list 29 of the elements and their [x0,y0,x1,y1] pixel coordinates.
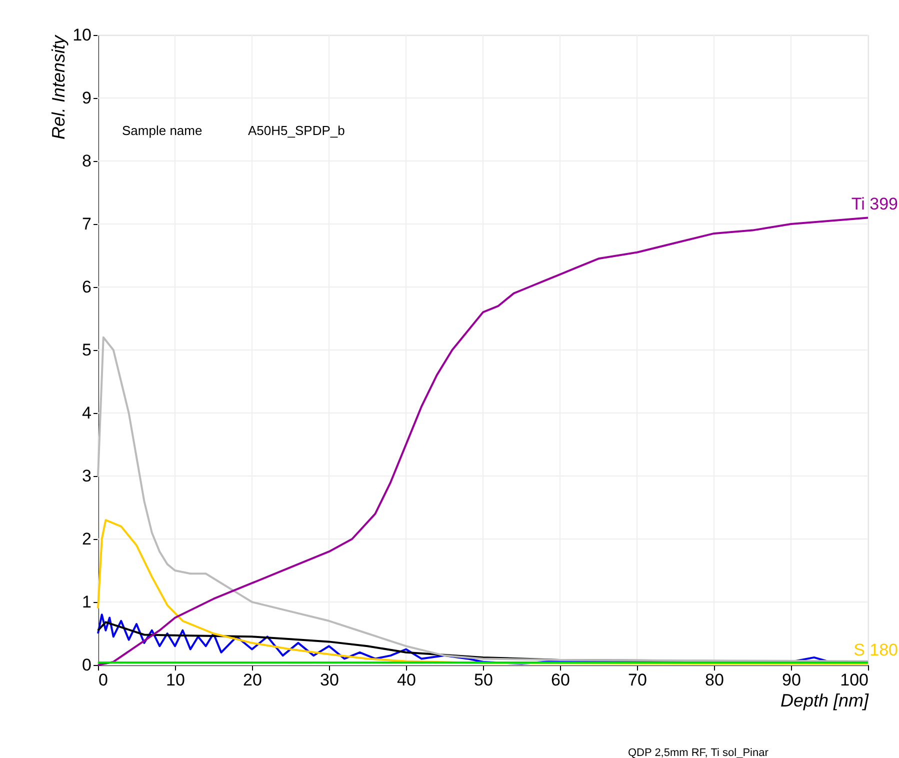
annotation: A50H5_SPDP_b [248,123,345,138]
x-tick-label: 40 [397,670,416,690]
x-tick-label: 70 [628,670,647,690]
x-tick-label: 90 [782,670,801,690]
y-tick-label: 8 [82,152,92,170]
y-axis-title: Rel. Intensity [48,34,69,140]
x-tick-label: 100 [840,670,868,690]
annotation: Sample name [122,123,202,138]
x-tick-label: 20 [243,670,262,690]
y-tick-label: 6 [82,278,92,296]
x-tick-label: 60 [551,670,570,690]
y-tick-label: 0 [82,656,92,674]
y-tick-label: 1 [82,592,92,612]
x-tick-label: 50 [474,670,493,690]
y-tick-label: 10 [72,26,92,44]
y-tick-label: 2 [82,530,92,548]
y-tick-label: 9 [82,88,92,108]
x-tick-label: 10 [166,670,185,690]
y-tick-label: 3 [82,466,92,486]
x-axis-title: Depth [nm] [780,690,870,710]
x-tick-label: 0 [98,670,108,690]
y-tick-label: 4 [82,404,92,422]
text: QDP 2,5mm RF, Ti sol_Pinar [628,747,769,758]
x-tick-label: 80 [705,670,724,690]
series-label: S 180 [854,640,898,660]
series-label: Ti 399 [851,194,898,214]
y-tick-label: 5 [82,340,92,360]
y-tick-label: 7 [82,214,92,234]
x-tick-label: 30 [320,670,339,690]
